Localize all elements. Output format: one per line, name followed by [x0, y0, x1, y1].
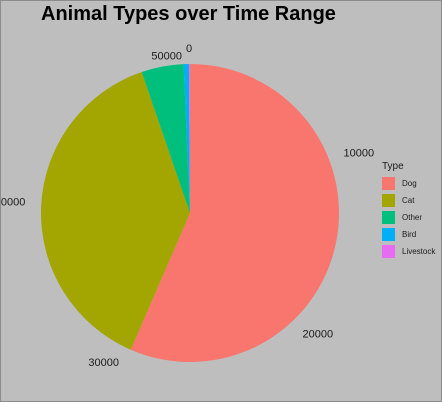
- tick-label-0: 0: [186, 43, 192, 55]
- legend-swatch: [382, 211, 395, 224]
- legend-item-dog: Dog: [382, 175, 435, 192]
- tick-label-30000: 30000: [88, 357, 119, 369]
- legend-item-other: Other: [382, 209, 435, 226]
- legend-item-livestock: Livestock: [382, 243, 435, 260]
- legend-item-cat: Cat: [382, 192, 435, 209]
- pie-slice-other: [141, 64, 190, 213]
- pie-slice-dog: [130, 64, 339, 362]
- legend-swatch: [382, 177, 395, 190]
- legend-swatch: [382, 245, 395, 258]
- legend-title: Type: [382, 161, 404, 172]
- legend-swatch: [382, 228, 395, 241]
- pie-tick-labels: 0 10000 20000 30000 40000 50000: [1, 43, 374, 369]
- tick-label-40000: 40000: [1, 197, 25, 209]
- legend-item-bird: Bird: [382, 226, 435, 243]
- legend-label: Bird: [402, 230, 417, 239]
- tick-label-20000: 20000: [303, 329, 334, 341]
- legend-label: Livestock: [402, 247, 436, 256]
- tick-label-10000: 10000: [344, 148, 375, 160]
- legend-items: Dog Cat Other Bird Livestock: [382, 175, 435, 260]
- pie-slice-cat: [40, 72, 191, 350]
- legend-label: Other: [402, 213, 423, 222]
- legend-label: Cat: [402, 196, 415, 205]
- legend-swatch: [382, 194, 395, 207]
- pie-slice-livestock: [188, 64, 190, 213]
- legend: Type Dog Cat Other Bird Livestock: [382, 161, 435, 260]
- tick-label-50000: 50000: [151, 51, 182, 63]
- pie-slices: [40, 64, 339, 362]
- chart-title: Animal Types over Time Range: [41, 3, 336, 25]
- pie-slice-bird: [183, 64, 190, 213]
- legend-label: Dog: [402, 179, 417, 188]
